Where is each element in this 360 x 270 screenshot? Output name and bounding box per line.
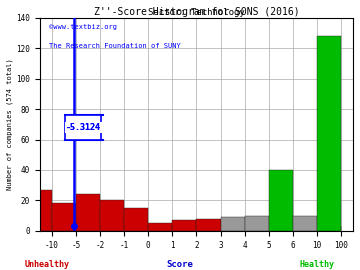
Bar — [52, 203, 76, 231]
Bar — [293, 216, 317, 231]
Text: Healthy: Healthy — [299, 260, 334, 269]
Text: The Research Foundation of SUNY: The Research Foundation of SUNY — [49, 43, 181, 49]
Bar — [65, 115, 102, 140]
Y-axis label: Number of companies (574 total): Number of companies (574 total) — [7, 58, 13, 190]
Title: Z''-Score Histogram for SONS (2016): Z''-Score Histogram for SONS (2016) — [94, 7, 299, 17]
Text: Sector: Technology: Sector: Technology — [148, 8, 245, 17]
Bar — [269, 170, 293, 231]
Text: ©www.textbiz.org: ©www.textbiz.org — [49, 24, 117, 30]
Text: Unhealthy: Unhealthy — [24, 260, 69, 269]
Bar — [317, 36, 341, 231]
Text: Score: Score — [167, 260, 193, 269]
Text: -5.3124: -5.3124 — [66, 123, 101, 132]
Bar — [124, 208, 148, 231]
Bar — [76, 194, 100, 231]
Bar — [197, 219, 221, 231]
Bar — [37, 190, 52, 231]
Bar — [172, 220, 197, 231]
Bar — [221, 217, 245, 231]
Bar — [245, 216, 269, 231]
Bar — [100, 200, 124, 231]
Text: -5.3124: -5.3124 — [66, 123, 101, 132]
Bar — [148, 223, 172, 231]
